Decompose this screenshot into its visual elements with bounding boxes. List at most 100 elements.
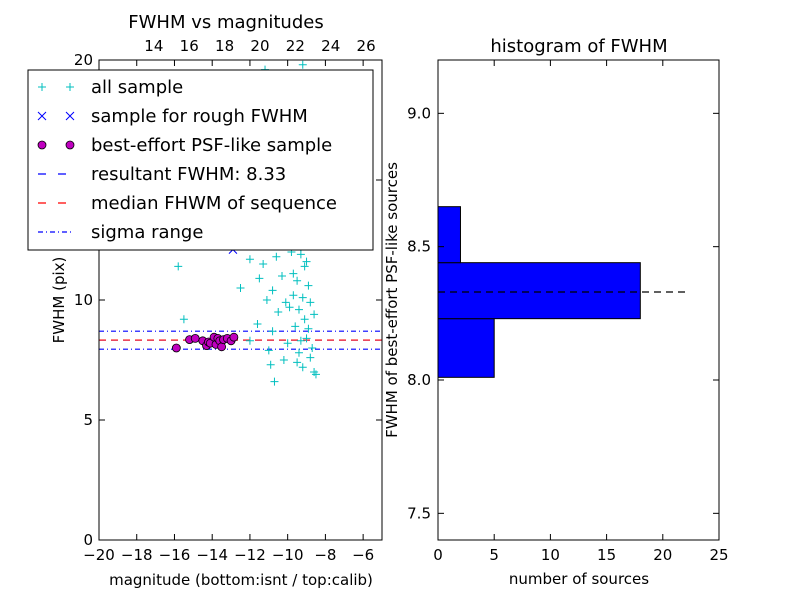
scatter-point-plus xyxy=(179,315,188,324)
x-tick-label: −10 xyxy=(272,546,304,564)
legend-label: resultant FWHM: 8.33 xyxy=(91,164,286,185)
x-tick-label: −18 xyxy=(121,546,153,564)
scatter-point-plus xyxy=(262,296,271,304)
scatter-point-plus xyxy=(253,320,262,328)
left-x-axis-label: magnitude (bottom:isnt / top:calib) xyxy=(109,571,373,589)
right-left-axis: 7.5 8.0 8.5 9.0 xyxy=(407,104,719,522)
scatter-point-plus xyxy=(302,257,311,266)
scatter-point-plus xyxy=(255,274,264,283)
scatter-point-plus xyxy=(304,324,313,333)
x-tick-label: −8 xyxy=(314,546,336,564)
y-tick-label: 5 xyxy=(83,411,93,429)
legend-box xyxy=(27,69,374,251)
right-x-tick-label: 10 xyxy=(541,546,560,564)
scatter-point-plus xyxy=(308,344,317,352)
scatter-point-plus xyxy=(264,346,273,355)
scatter-point-circle xyxy=(171,343,181,353)
x-tick-label: −6 xyxy=(352,546,374,564)
scatter-point-plus xyxy=(289,291,298,300)
legend-marker-plus xyxy=(66,83,74,91)
legend: all sample sample for rough FWHM best-effo… xyxy=(27,69,374,251)
legend-marker-plus xyxy=(38,83,46,91)
legend-marker-circle xyxy=(37,140,47,150)
left-panel: FWHM vs magnitudes 14 16 18 20 22 24 26 −20 −18… xyxy=(27,12,383,589)
x-tick-label: −20 xyxy=(83,546,115,564)
histogram-bar xyxy=(437,318,495,378)
scatter-point-plus xyxy=(302,334,311,343)
top-x-tick-label: 22 xyxy=(286,37,305,55)
left-chart-title: FWHM vs magnitudes xyxy=(128,12,323,33)
x-tick-label: −16 xyxy=(159,546,191,564)
top-x-tick-label: 18 xyxy=(215,37,234,55)
right-x-axis-label: number of sources xyxy=(509,570,649,588)
scatter-point-plus xyxy=(311,370,320,379)
scatter-point-plus xyxy=(300,315,309,324)
scatter-point-plus xyxy=(174,262,183,271)
y-tick-label: 20 xyxy=(74,51,93,69)
right-x-tick-label: 5 xyxy=(489,546,499,564)
scatter-point-circle xyxy=(217,342,227,352)
scatter-point-plus xyxy=(283,339,292,348)
right-chart-title: histogram of FWHM xyxy=(490,36,667,57)
scatter-point-plus xyxy=(289,269,298,278)
legend-label: all sample xyxy=(91,77,183,98)
right-x-tick-label: 15 xyxy=(597,546,616,564)
right-plot-area xyxy=(437,206,686,378)
right-x-tick-label: 25 xyxy=(709,546,728,564)
top-x-tick-label: 14 xyxy=(144,37,163,55)
y-tick-label: 0 xyxy=(83,531,93,549)
y-tick-label: 10 xyxy=(74,291,93,309)
scatter-point-plus xyxy=(272,252,281,261)
right-bottom-axis: 0 5 10 15 20 25 xyxy=(433,60,729,564)
right-y-tick-label: 7.5 xyxy=(407,504,431,522)
histogram-bar xyxy=(437,206,461,264)
scatter-point-plus xyxy=(285,303,294,312)
left-y-axis-label: FWHM (pix) xyxy=(50,257,68,344)
right-x-tick-label: 20 xyxy=(653,546,672,564)
scatter-point-plus xyxy=(310,310,319,319)
legend-marker-x xyxy=(65,111,75,121)
legend-marker-x xyxy=(37,111,47,121)
top-x-tick-label: 16 xyxy=(180,37,199,55)
scatter-point-plus xyxy=(306,353,315,362)
legend-marker-circle xyxy=(65,140,75,150)
x-tick-label: −12 xyxy=(234,546,266,564)
scatter-point-plus xyxy=(245,336,254,345)
scatter-point-circle xyxy=(190,333,200,343)
scatter-point-plus xyxy=(291,322,300,331)
right-y-tick-label: 9.0 xyxy=(407,104,431,122)
legend-label: best-effort PSF-like sample xyxy=(91,135,332,156)
scatter-point-plus xyxy=(293,358,302,367)
scatter-point-plus xyxy=(281,298,290,307)
bottom-axis: −20 −18 −16 −14 −12 −10 −8 −6 xyxy=(83,60,374,564)
scatter-point-plus xyxy=(279,356,288,364)
scatter-point-plus xyxy=(266,360,275,369)
scatter-point-plus xyxy=(245,255,254,264)
scatter-point-plus xyxy=(268,286,277,295)
scatter-point-plus xyxy=(259,260,268,268)
scatter-point-plus xyxy=(294,348,303,357)
top-x-tick-label: 20 xyxy=(250,37,269,55)
histogram-bar xyxy=(437,262,641,320)
right-x-tick-label: 0 xyxy=(433,546,443,564)
scatter-point-plus xyxy=(293,276,302,285)
scatter-point-plus xyxy=(278,272,287,280)
right-plot-frame xyxy=(437,59,720,541)
right-panel: histogram of FWHM 0 5 10 15 20 25 7.5 8.0 8.5 9.… xyxy=(383,36,729,588)
scatter-point-plus xyxy=(298,60,307,69)
right-y-axis-label: FWHM of best-effort PSF-like sources xyxy=(383,162,401,438)
scatter-point-plus xyxy=(236,284,245,292)
legend-label: median FHWM of sequence xyxy=(91,193,337,214)
x-tick-label: −14 xyxy=(196,546,228,564)
right-y-tick-label: 8.0 xyxy=(407,371,431,389)
scatter-point-circle xyxy=(229,332,239,342)
legend-label: sigma range xyxy=(91,222,203,243)
scatter-point-plus xyxy=(270,377,279,386)
right-y-tick-label: 8.5 xyxy=(407,238,431,256)
scatter-point-plus xyxy=(300,262,309,271)
left-plot-frame xyxy=(98,59,383,541)
scatter-point-plus xyxy=(268,327,277,336)
top-x-tick-label: 24 xyxy=(321,37,340,55)
top-x-tick-label: 26 xyxy=(357,37,376,55)
